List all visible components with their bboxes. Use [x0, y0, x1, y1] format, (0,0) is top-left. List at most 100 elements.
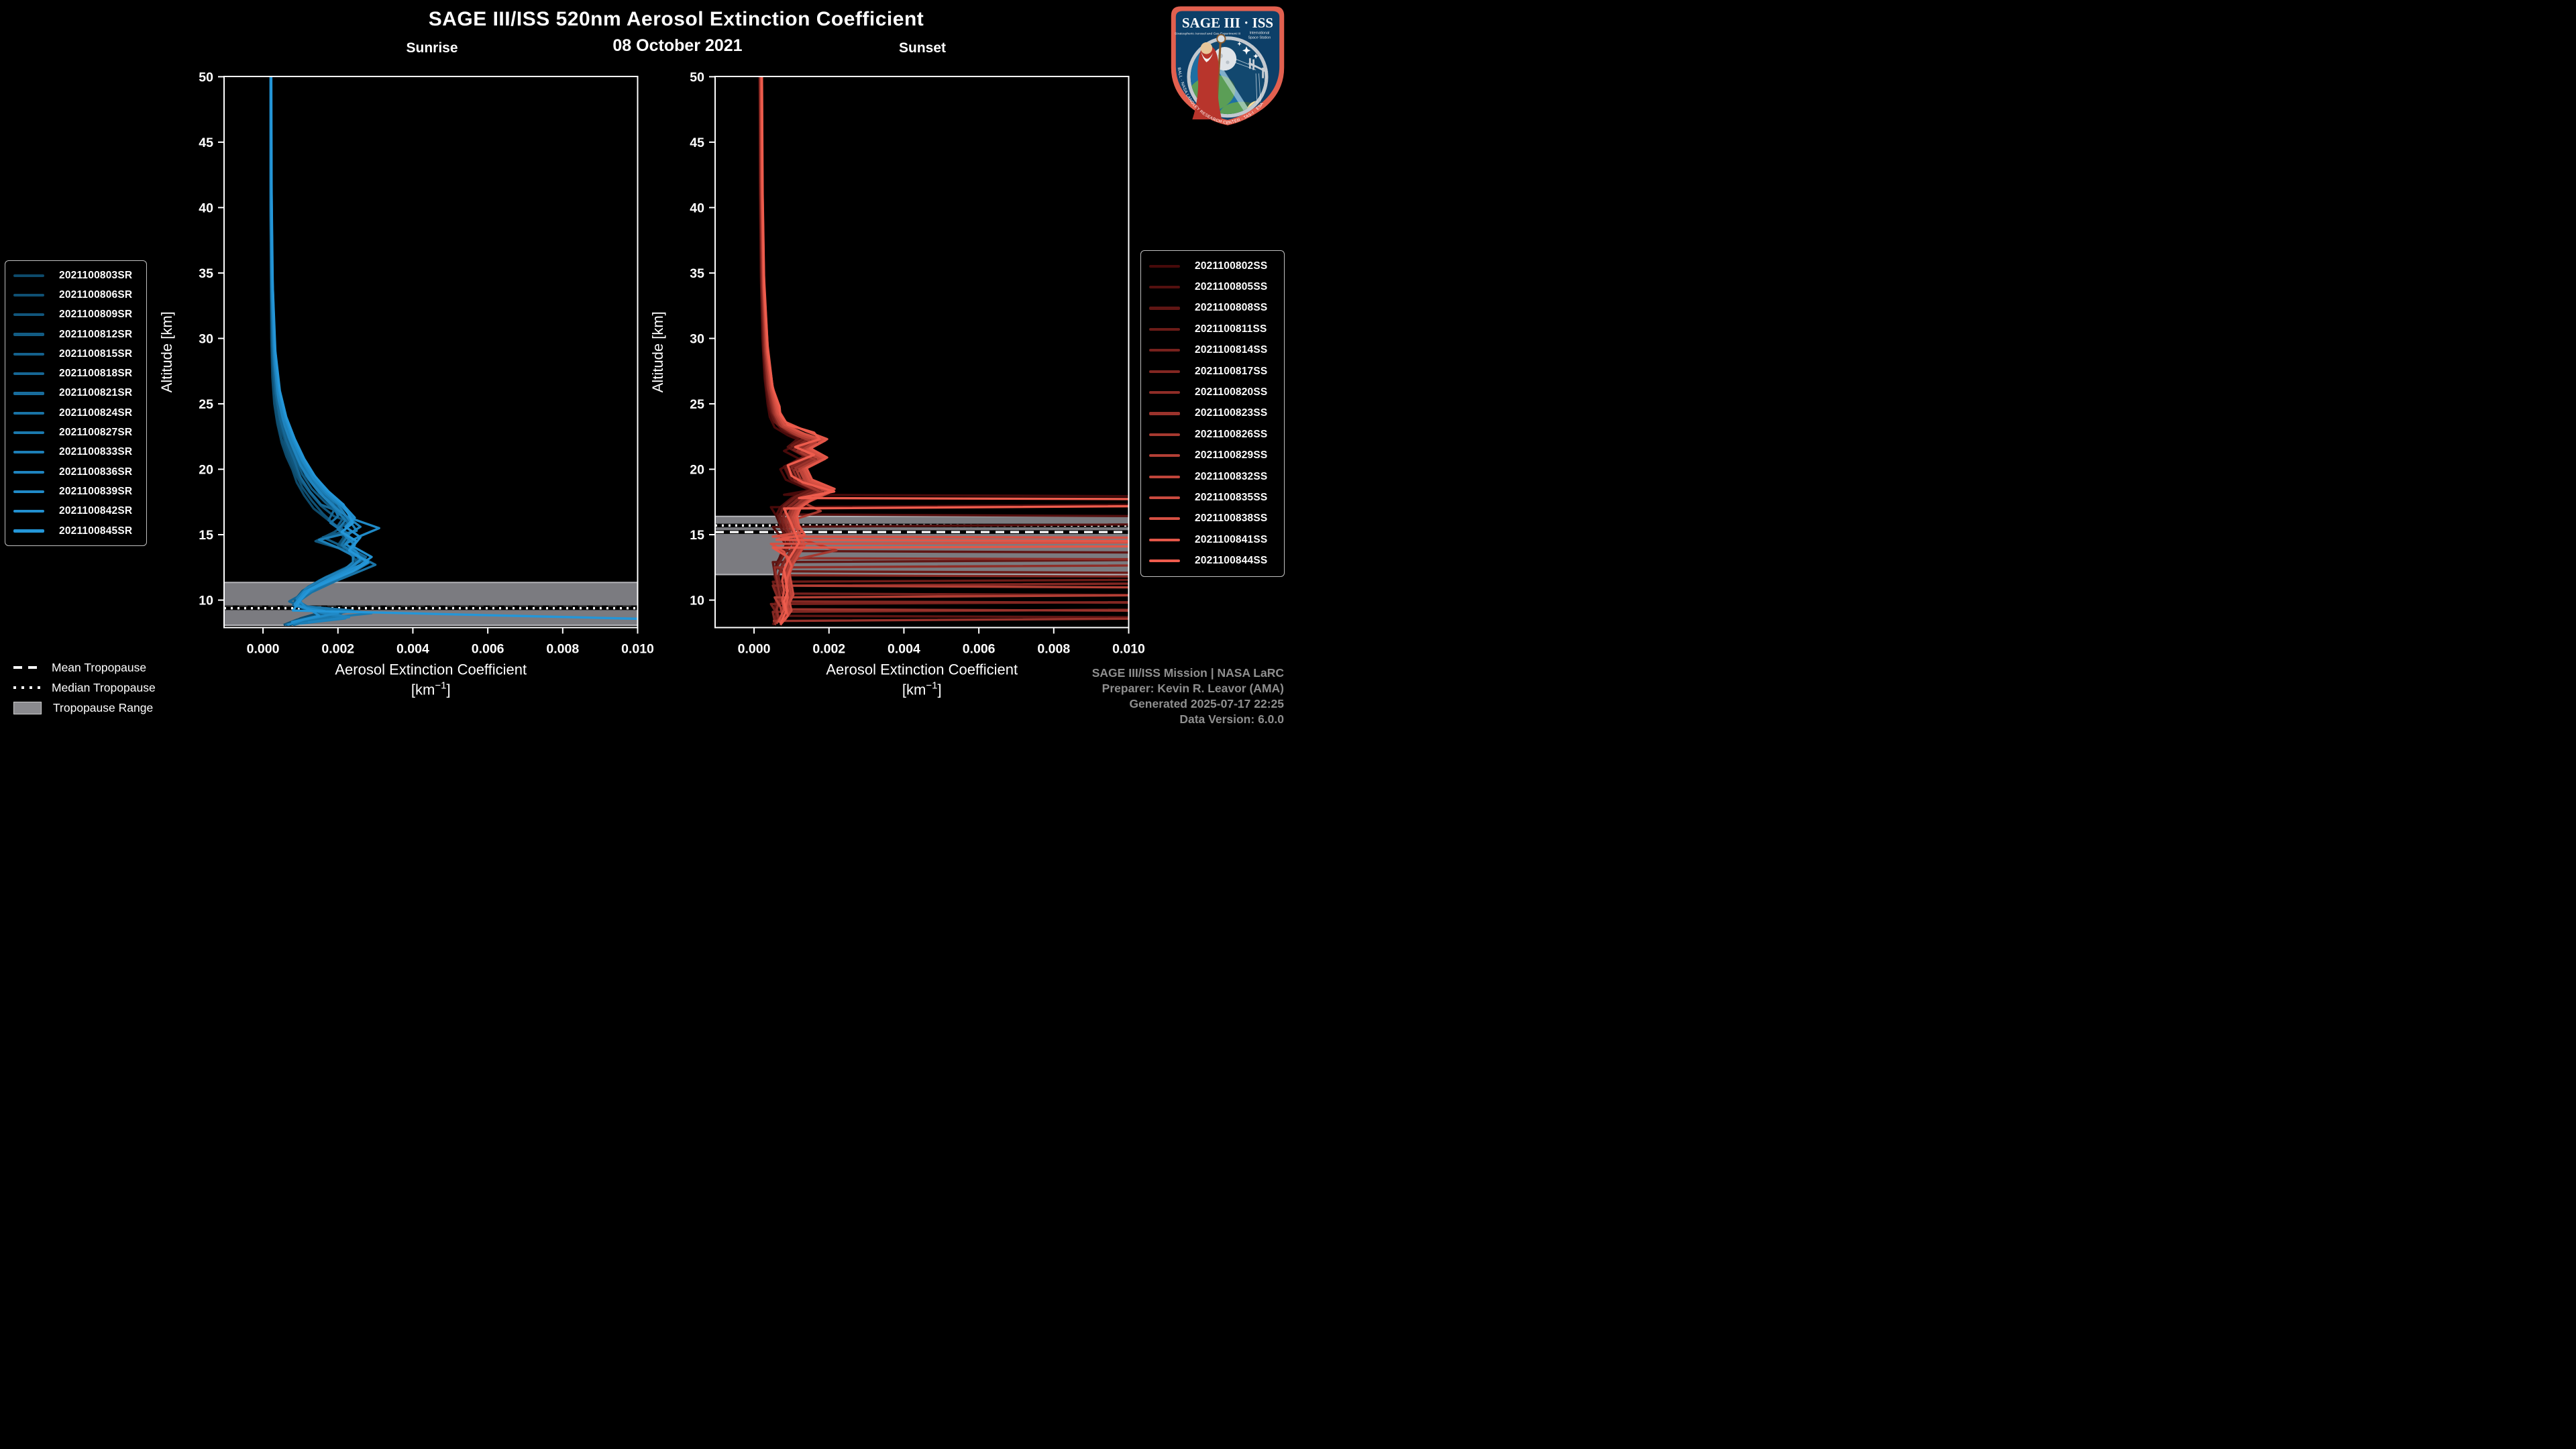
logo-sight-rays: [1234, 58, 1261, 103]
legend-item-2021100833SR: 2021100833SR: [5, 443, 146, 462]
legend-label: 2021100842SR: [59, 505, 133, 517]
legend-label: 2021100821SR: [59, 387, 133, 399]
y-tick-label: 20: [690, 462, 704, 477]
panel-title-sunrise: Sunrise: [406, 40, 458, 56]
legend-item-2021100814SS: 2021100814SS: [1141, 340, 1284, 361]
y-tick-label: 15: [199, 528, 213, 543]
range-band-swatch: [13, 701, 42, 714]
y-tick-label: 50: [199, 70, 213, 85]
legend-label: 2021100812SR: [59, 328, 133, 340]
legend-item-2021100841SS: 2021100841SS: [1141, 529, 1284, 550]
tropopause-legend: Mean Tropopause Median Tropopause Tropop…: [13, 657, 156, 718]
legend-item-2021100832SS: 2021100832SS: [1141, 466, 1284, 487]
legend-line-swatch: [1149, 517, 1180, 521]
legend-line-swatch: [1149, 496, 1180, 500]
legend-line-swatch: [1149, 285, 1180, 289]
logo-subtitle-right-2: Space Station: [1248, 36, 1271, 40]
x-axis-unit: [km−1]: [411, 680, 450, 698]
x-tick-label: 0.000: [246, 641, 279, 656]
legend-label: 2021100844SS: [1195, 555, 1268, 567]
y-tick-label: 50: [690, 70, 704, 85]
x-tick-label: 0.000: [738, 641, 771, 656]
logo-title: SAGE III · ISS: [1182, 15, 1273, 31]
x-tick-label: 0.002: [812, 641, 845, 656]
y-tick-label: 30: [199, 331, 213, 346]
y-tick-label: 15: [690, 528, 704, 543]
legend-item-2021100811SS: 2021100811SS: [1141, 319, 1284, 339]
legend-item-2021100835SS: 2021100835SS: [1141, 487, 1284, 508]
legend-label: 2021100832SS: [1195, 470, 1268, 482]
legend-line-swatch: [13, 293, 44, 297]
legend-line-swatch: [1149, 454, 1180, 458]
legend-line-swatch: [13, 372, 44, 376]
legend-line-swatch: [1149, 349, 1180, 352]
legend-label: 2021100817SS: [1195, 365, 1268, 377]
logo-moon-crater-2: [1226, 60, 1230, 64]
profile-line-2021100841SS: [761, 76, 1129, 626]
profile-lines: [268, 76, 637, 626]
legend-label: 2021100827SR: [59, 427, 133, 439]
y-tick-label: 35: [199, 266, 213, 280]
footer-data-version: Data Version: 6.0.0: [1179, 712, 1284, 726]
legend-line-swatch: [1149, 538, 1180, 541]
legend-item-2021100821SR: 2021100821SR: [5, 384, 146, 403]
legend-label: Tropopause Range: [53, 700, 154, 714]
legend-item-2021100812SR: 2021100812SR: [5, 325, 146, 344]
legend-line-swatch: [13, 529, 44, 533]
legend-line-swatch: [13, 510, 44, 513]
legend-label: Mean Tropopause: [52, 660, 147, 674]
legend-item-2021100827SR: 2021100827SR: [5, 423, 146, 442]
legend-line-swatch: [1149, 559, 1180, 563]
legend-line-swatch: [13, 470, 44, 474]
figure-date: 08 October 2021: [612, 36, 743, 55]
x-tick-label: 0.004: [396, 641, 429, 656]
profile-lines: [758, 76, 1129, 626]
legend-line-swatch: [13, 490, 44, 493]
footer-preparer: Preparer: Kevin R. Leavor (AMA): [1102, 682, 1284, 695]
x-tick-label: 0.004: [888, 641, 920, 656]
legend-label: 2021100823SS: [1195, 407, 1268, 419]
legend-label: 2021100809SR: [59, 309, 133, 321]
tropopause-range-band: [223, 581, 637, 626]
plot-frame: [223, 75, 638, 628]
legend-label: 2021100811SS: [1195, 323, 1267, 335]
legend-label: 2021100815SR: [59, 347, 133, 360]
legend-label: 2021100836SR: [59, 466, 133, 478]
x-tick-label: 0.010: [621, 641, 654, 656]
logo-head: [1200, 42, 1213, 54]
legend-line-swatch: [1149, 475, 1180, 478]
logo-iss: [1248, 58, 1269, 80]
y-tick-label: 35: [690, 266, 704, 280]
x-tick-label: 0.006: [963, 641, 996, 656]
x-tick-label: 0.002: [321, 641, 354, 656]
legend-line-swatch: [1149, 370, 1180, 373]
footer-credits: SAGE III/ISS Mission | NASA LaRC Prepare…: [1092, 665, 1284, 727]
y-tick-label: 20: [199, 462, 213, 477]
legend-label: 2021100838SS: [1195, 513, 1268, 525]
legend-item-2021100820SS: 2021100820SS: [1141, 382, 1284, 402]
legend-label: 2021100820SS: [1195, 386, 1268, 398]
x-tick-label: 0.006: [471, 641, 504, 656]
mission-logo-sage3-iss: SAGE III · ISS Stratospheric Aerosol and…: [1171, 6, 1285, 125]
logo-subtitle-left: Stratospheric Aerosol and Gas Experiment…: [1175, 32, 1240, 36]
legend-line-swatch: [1149, 264, 1180, 268]
legend-item-2021100824SR: 2021100824SR: [5, 403, 146, 423]
sunset-legend: 2021100802SS 2021100805SS 2021100808SS 2021…: [1140, 250, 1285, 577]
legend-line-swatch: [1149, 390, 1180, 394]
dashed-line-swatch: [13, 666, 40, 669]
legend-item-2021100803SR: 2021100803SR: [5, 266, 146, 285]
legend-label: 2021100829SS: [1195, 449, 1268, 462]
y-tick-label: 45: [690, 135, 704, 150]
legend-item-tropopause-range: Tropopause Range: [13, 698, 156, 718]
legend-label: 2021100814SS: [1195, 344, 1268, 356]
legend-item-2021100815SR: 2021100815SR: [5, 344, 146, 364]
legend-label: 2021100805SS: [1195, 281, 1268, 293]
x-axis-label: Aerosol Extinction Coefficient: [826, 661, 1018, 678]
legend-item-2021100802SS: 2021100802SS: [1141, 256, 1284, 276]
legend-label: Median Tropopause: [52, 680, 156, 694]
legend-item-2021100808SS: 2021100808SS: [1141, 298, 1284, 319]
sunrise-plot: 0.000 0.002 0.004 0.006 0.008 0.010 10 1…: [158, 70, 654, 698]
logo-subtitle-right-1: International: [1249, 32, 1269, 36]
legend-item-2021100806SR: 2021100806SR: [5, 285, 146, 305]
legend-label: 2021100802SS: [1195, 260, 1268, 272]
